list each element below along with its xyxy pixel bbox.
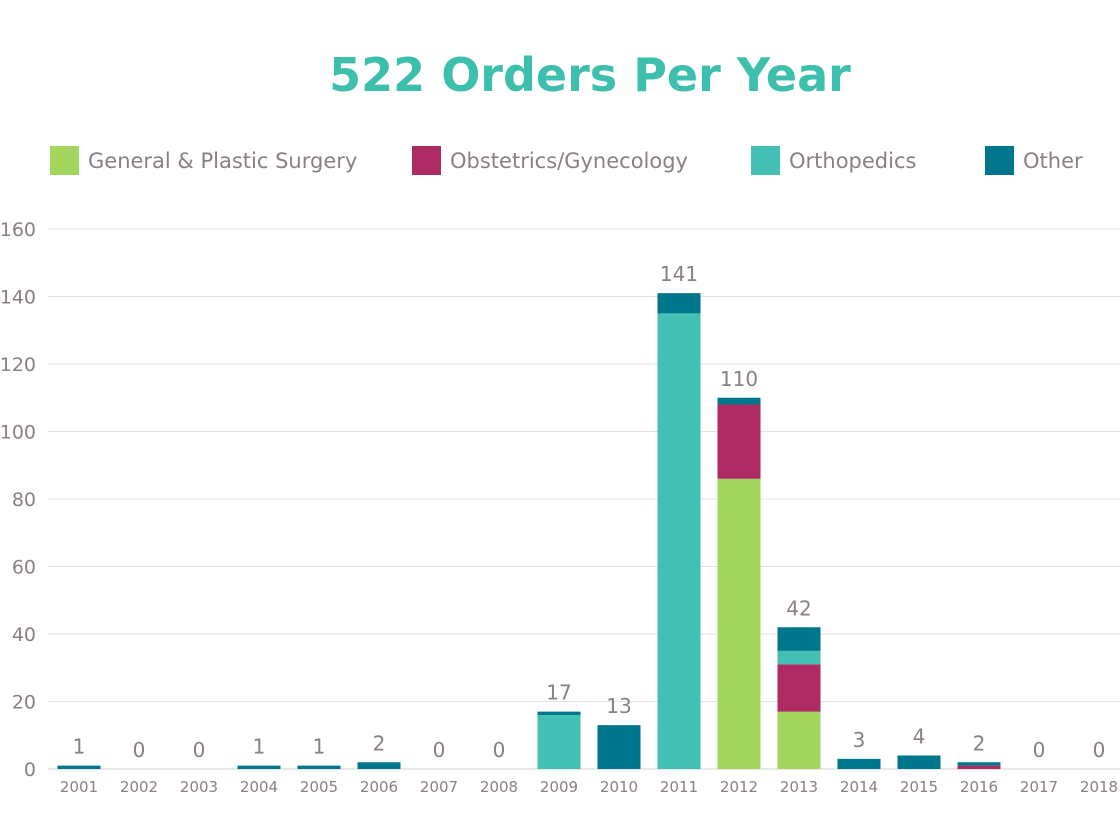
x-tick-label: 2001 (60, 778, 98, 796)
bar-segment-other (837, 758, 881, 769)
y-tick-label: 60 (12, 557, 36, 579)
bar-segment-general-plastic-surgery (717, 478, 761, 769)
legend-label: Obstetrics/Gynecology (450, 148, 688, 173)
bar-segment-other (597, 725, 641, 769)
total-data-label: 0 (433, 738, 446, 762)
bar-segment-obstetrics-gynecology (717, 404, 761, 479)
legend-label: Orthopedics (789, 148, 917, 173)
legend-item-other: Other (985, 146, 1083, 175)
bar-segment-obstetrics-gynecology (957, 765, 1001, 769)
total-data-label: 1 (313, 735, 326, 759)
x-tick-label: 2004 (240, 778, 278, 796)
bar-segment-other (777, 627, 821, 651)
legend-item-orthopedics: Orthopedics (751, 146, 916, 175)
bar-segment-orthopedics (537, 715, 581, 769)
total-data-label: 0 (133, 738, 146, 762)
legend-swatch (412, 146, 441, 175)
total-data-label: 0 (1093, 738, 1106, 762)
bar-segment-general-plastic-surgery (777, 711, 821, 769)
x-tick-label: 2015 (900, 778, 938, 796)
y-tick-label: 0 (24, 759, 36, 781)
bar-segment-other (537, 711, 581, 715)
bar-segment-other (237, 765, 281, 769)
bar-segment-other (957, 762, 1001, 766)
legend-swatch (751, 146, 780, 175)
y-tick-label: 80 (12, 489, 36, 511)
x-tick-label: 2010 (600, 778, 638, 796)
bar-segment-other (717, 397, 761, 405)
total-data-label: 13 (606, 694, 631, 718)
x-tick-label: 2011 (660, 778, 698, 796)
total-data-label: 1 (253, 735, 266, 759)
x-tick-label: 2006 (360, 778, 398, 796)
legend-label: Other (1023, 148, 1083, 173)
x-tick-label: 2013 (780, 778, 818, 796)
total-data-label: 2 (973, 731, 986, 755)
bar-segment-orthopedics (657, 313, 701, 769)
total-data-label: 0 (493, 738, 506, 762)
bar-segment-other (897, 755, 941, 769)
x-tick-label: 2014 (840, 778, 878, 796)
bar-segment-other (357, 762, 401, 769)
bar-segment-other (297, 765, 341, 769)
total-data-label: 110 (720, 367, 758, 391)
legend-swatch (985, 146, 1014, 175)
x-tick-label: 2016 (960, 778, 998, 796)
y-tick-label: 160 (0, 219, 36, 241)
x-tick-label: 2007 (420, 778, 458, 796)
legend-item-general-plastic-surgery: General & Plastic Surgery (50, 146, 357, 175)
total-data-label: 0 (1033, 738, 1046, 762)
total-data-label: 1 (73, 735, 86, 759)
total-data-label: 0 (193, 738, 206, 762)
x-tick-label: 2005 (300, 778, 338, 796)
total-data-label: 4 (913, 725, 926, 749)
y-tick-label: 40 (12, 624, 36, 646)
x-tick-label: 2018 (1080, 778, 1118, 796)
y-tick-label: 20 (12, 692, 36, 714)
x-tick-label: 2012 (720, 778, 758, 796)
chart-title: 522 Orders Per Year (329, 48, 851, 102)
legend-swatch (50, 146, 79, 175)
bar-segment-orthopedics (777, 650, 821, 665)
total-data-label: 3 (853, 728, 866, 752)
total-data-label: 17 (546, 681, 571, 705)
y-tick-label: 100 (0, 422, 36, 444)
x-tick-label: 2003 (180, 778, 218, 796)
legend-label: General & Plastic Surgery (88, 148, 358, 173)
y-tick-label: 120 (0, 354, 36, 376)
x-tick-label: 2017 (1020, 778, 1058, 796)
x-tick-label: 2002 (120, 778, 158, 796)
total-data-label: 42 (786, 596, 811, 620)
legend-item-obstetrics-gynecology: Obstetrics/Gynecology (412, 146, 688, 175)
total-data-label: 2 (373, 731, 386, 755)
bar-segment-other (657, 293, 701, 314)
y-tick-label: 140 (0, 287, 36, 309)
total-data-label: 141 (660, 262, 698, 286)
x-tick-label: 2008 (480, 778, 518, 796)
x-tick-label: 2009 (540, 778, 578, 796)
bar-segment-other (57, 765, 101, 769)
bar-segment-obstetrics-gynecology (777, 664, 821, 712)
